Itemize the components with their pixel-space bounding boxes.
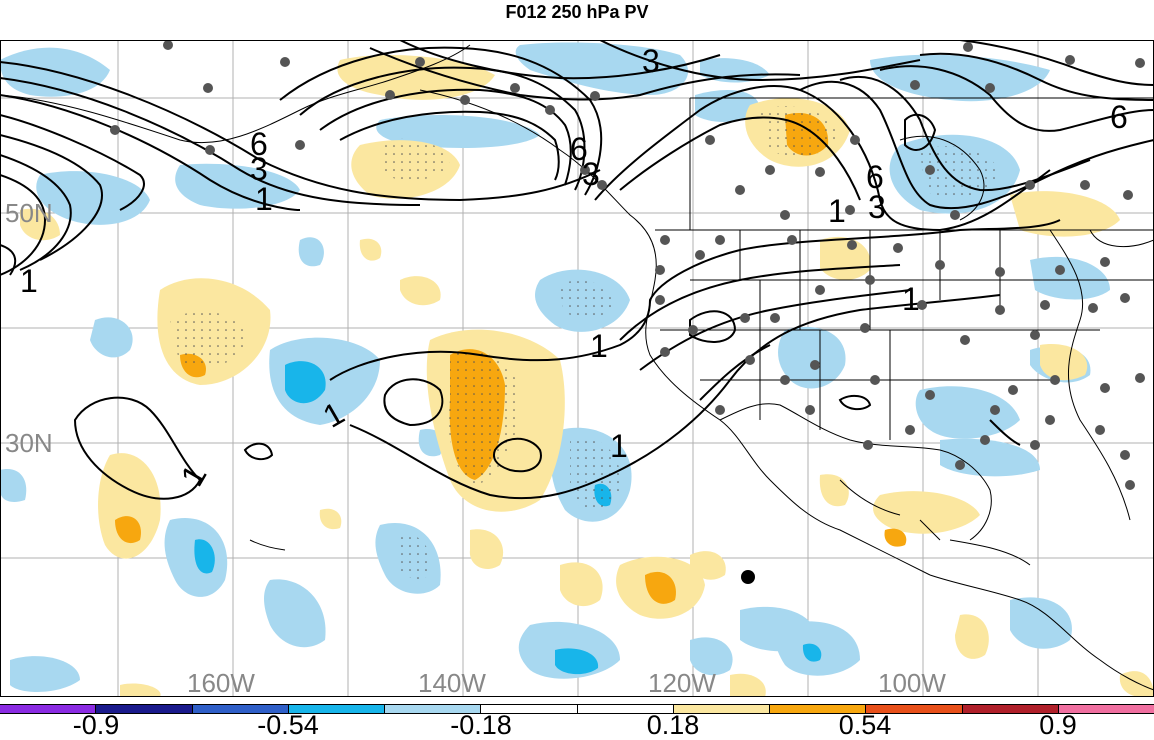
colorbar-segment [769,705,866,713]
colorbar-label: -0.54 [257,710,319,740]
lon-label-100w: 100W [878,668,946,698]
contour-label: 6 [866,159,884,195]
colorbar-segment [384,705,481,713]
colorbar-segment [95,705,192,713]
contour-label: 3 [642,43,660,79]
negative-anomalies-strong [194,361,822,675]
lat-label-30n: 30N [5,428,53,458]
colorbar-label: -0.18 [450,710,512,740]
colorbar-segment [1057,705,1154,713]
contour-label: 1 [255,181,273,217]
contour-label: 1 [590,328,608,364]
colorbar-labels: -0.9 -0.54 -0.18 0.18 0.54 0.9 [0,712,1154,739]
colorbar-segment [480,705,577,713]
colorbar-segment [0,705,96,713]
contour-label: 3 [868,189,886,225]
colorbar-segment [287,705,384,713]
contour-label: 1 [828,193,846,229]
lon-label-160w: 160W [187,668,255,698]
contour-label: 3 [250,151,268,187]
pv-map: 50N 30N 160W 140W 120W 100W 1 1 1 1 1 1 … [0,40,1154,698]
map-title: F012 250 hPa PV [505,2,649,22]
contour-label: 6 [1110,99,1128,135]
colorbar-label: 0.18 [646,710,700,740]
colorbar-label: -0.9 [72,710,120,740]
contour-label: 3 [582,156,600,192]
lon-label-140w: 140W [418,668,486,698]
colorbar-segment [961,705,1058,713]
colorbar-segment [576,705,673,713]
colorbar-label: 0.54 [838,710,892,740]
colorbar-segment [191,705,288,713]
significance-stippling [170,106,1000,580]
contour-label: 6 [250,126,268,162]
lon-label-120w: 120W [648,668,716,698]
colorbar-segment [865,705,962,713]
colorbar [0,704,1154,714]
colorbar-label: 0.9 [1039,710,1077,740]
location-marker [741,570,755,584]
colorbar-segment [672,705,769,713]
station-dots [110,40,1145,490]
contour-label: 1 [610,428,628,464]
contour-label: 1 [20,263,38,299]
contour-label: 6 [570,131,588,167]
contour-label: 1 [902,281,920,317]
lat-label-50n: 50N [5,198,53,228]
